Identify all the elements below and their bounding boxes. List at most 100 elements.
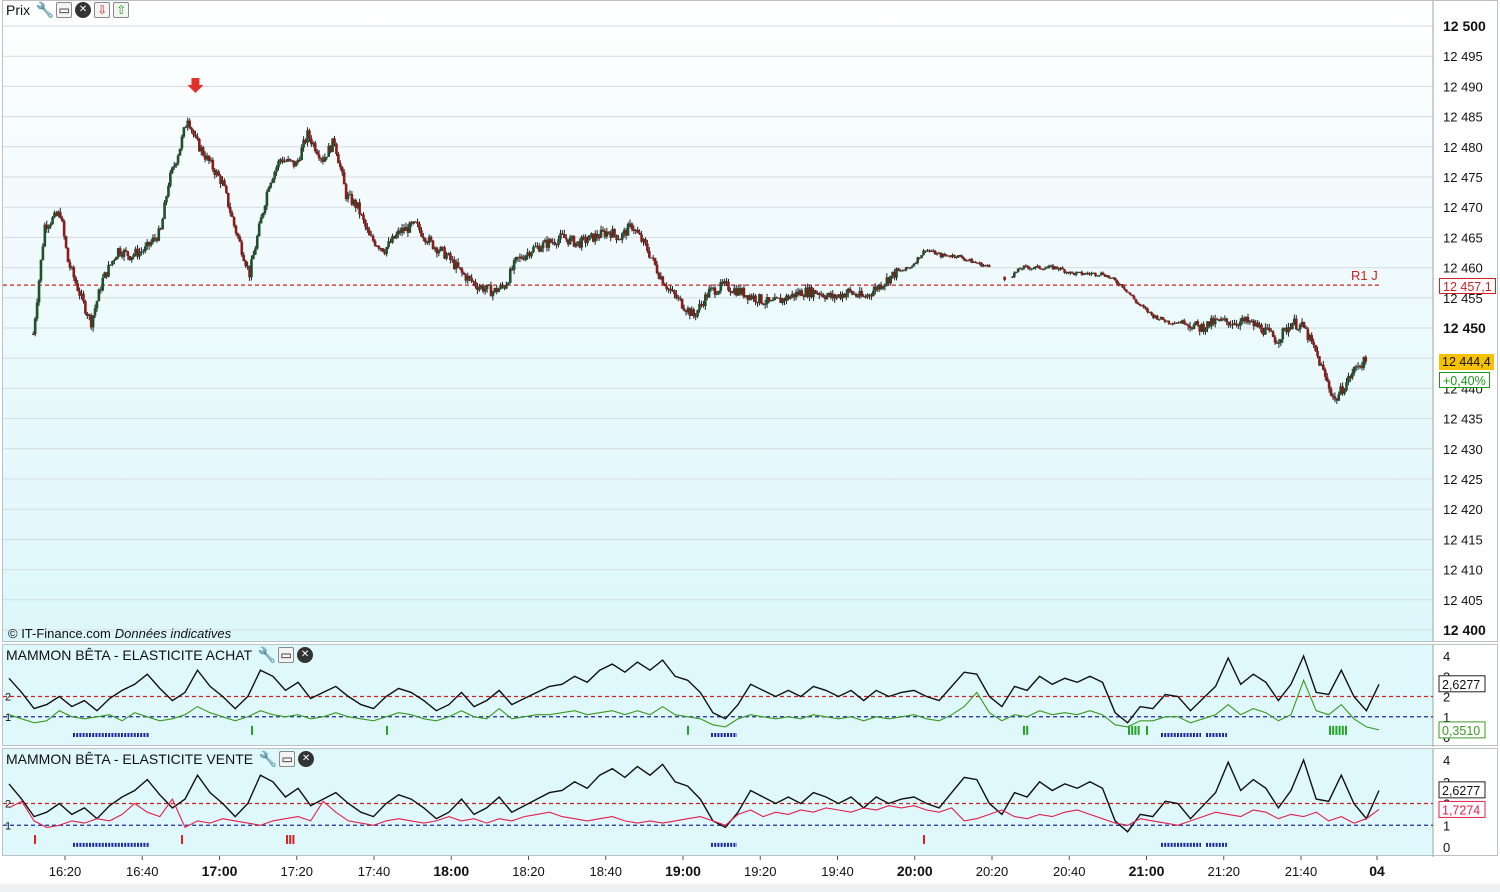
candle-body (968, 258, 972, 261)
candle-body (1115, 279, 1118, 284)
vente-panel-title: MAMMON BÊTA - ELASTICITE VENTE (6, 751, 254, 767)
candle-body (949, 256, 952, 258)
candle-body (1196, 321, 1200, 326)
price-panel-title: Prix (6, 2, 31, 18)
candle-body (86, 313, 89, 316)
candle-body (553, 241, 556, 245)
close-icon[interactable]: ✕ (298, 751, 315, 767)
r1-level-label: R1 J (1351, 268, 1378, 283)
candle-body (406, 226, 410, 233)
candle-body (879, 284, 883, 289)
candle-body (617, 239, 620, 241)
candle-body (342, 172, 346, 185)
left-level-label: 2 (5, 692, 11, 704)
arrow-up-icon[interactable]: ⇧ (113, 2, 130, 18)
y-tick-label: 4 (1443, 753, 1450, 768)
x-tick-label: 04 (1369, 863, 1385, 879)
candle-body (1109, 277, 1113, 279)
candle-body (731, 292, 734, 294)
candle-body (721, 281, 724, 284)
candle-body (875, 286, 879, 290)
candle-body (454, 262, 458, 269)
maximize-icon[interactable]: ▭ (278, 647, 295, 663)
candle-body (928, 250, 931, 252)
x-tick-label: 18:00 (433, 863, 469, 879)
candle-body (300, 147, 303, 161)
x-tick-label: 19:40 (821, 864, 854, 879)
candle-body (653, 257, 657, 265)
candle-body (1333, 396, 1337, 399)
candle-body (783, 298, 786, 302)
candle-body (130, 256, 134, 261)
candle-body (443, 247, 446, 259)
candle-body (74, 277, 78, 284)
x-tick-label: 17:00 (202, 863, 238, 879)
candle-body (694, 316, 697, 318)
candle-body (1308, 334, 1312, 341)
candle-body (1070, 271, 1074, 274)
candle-body (532, 247, 535, 253)
candle-body (901, 270, 904, 272)
candle-body (140, 251, 143, 253)
candle-body (348, 194, 352, 196)
candle-body (819, 294, 823, 296)
candle-body (984, 265, 987, 267)
candle-body (1026, 266, 1030, 268)
wrench-icon[interactable]: 🔧 (35, 1, 55, 19)
candle-body (640, 234, 643, 242)
candle-body (41, 246, 45, 260)
candle-body (634, 229, 638, 231)
candle-body (385, 247, 388, 254)
candle-body (95, 301, 99, 309)
candle-body (277, 161, 280, 168)
candle-body (723, 281, 726, 284)
candle-body (441, 246, 444, 248)
candle-body (868, 294, 871, 296)
candle-body (478, 287, 481, 291)
candle-body (170, 167, 174, 173)
candle-body (57, 211, 60, 216)
arrow-down-icon[interactable]: ⇩ (94, 2, 111, 18)
candle-body (35, 302, 39, 319)
y-tick-label: 12 475 (1443, 170, 1483, 185)
y-tick-label: 12 490 (1443, 79, 1483, 94)
candle-body (1161, 317, 1165, 320)
candle-body (416, 222, 419, 224)
candle-body (1325, 376, 1329, 382)
signal-mark (1329, 725, 1331, 735)
candle-body (460, 268, 464, 273)
candle-body (325, 156, 329, 158)
candle-body (646, 243, 649, 251)
wrench-icon[interactable]: 🔧 (258, 750, 278, 768)
maximize-icon[interactable]: ▭ (56, 2, 73, 18)
candle-body (985, 265, 989, 267)
y-tick-label: 12 450 (1443, 320, 1486, 336)
candle-body (507, 282, 510, 285)
candle-body (858, 290, 862, 297)
credit-note: Données indicatives (114, 626, 232, 641)
candle-body (1192, 324, 1196, 329)
candle-body (929, 251, 933, 253)
signal-mark (1131, 725, 1134, 735)
candle-body (1206, 321, 1209, 329)
candle-body (667, 288, 670, 290)
y-tick-label: 2 (1443, 690, 1450, 705)
candle-body (593, 233, 597, 242)
candle-body (39, 259, 43, 281)
candle-body (817, 293, 821, 296)
candle-body (489, 285, 493, 297)
candle-body (588, 235, 591, 241)
candle-body (499, 284, 502, 289)
candle-body (236, 233, 240, 237)
candle-body (547, 239, 551, 248)
candle-body (159, 228, 162, 230)
candle-body (420, 230, 423, 237)
close-icon[interactable]: ✕ (297, 647, 314, 663)
maximize-icon[interactable]: ▭ (279, 751, 296, 767)
candle-body (43, 224, 47, 247)
wrench-icon[interactable]: 🔧 (257, 646, 277, 664)
candle-body (45, 224, 49, 229)
close-icon[interactable]: ✕ (75, 2, 92, 18)
candle-body (725, 281, 728, 283)
candle-body (360, 214, 363, 216)
